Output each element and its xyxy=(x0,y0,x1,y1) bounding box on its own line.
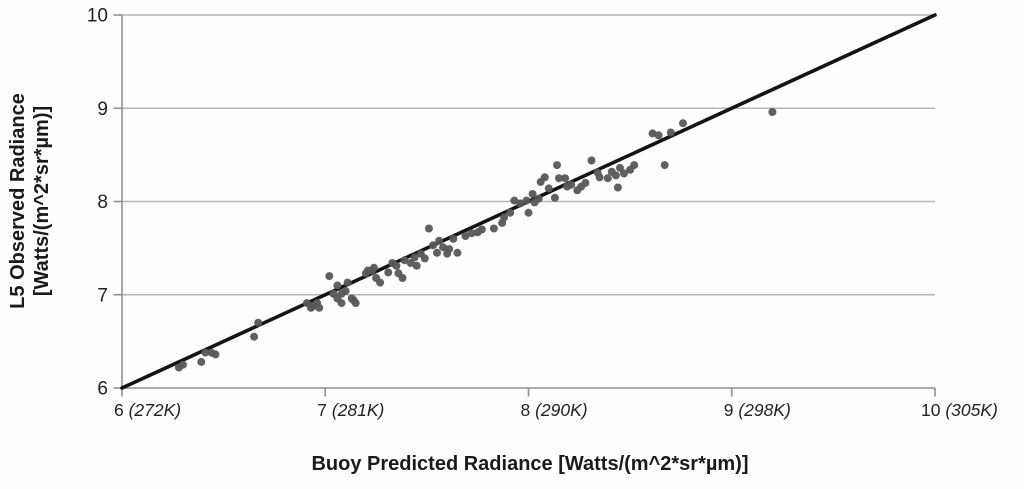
scatter-point xyxy=(544,184,553,193)
scatter-point xyxy=(461,232,470,240)
y-axis-title-line2: [Watts/(m^2*sr*µm)] xyxy=(31,106,53,296)
x-tick-kelvin: (290K) xyxy=(530,400,587,420)
scatter-point xyxy=(211,350,220,359)
scatter-point xyxy=(679,119,687,128)
x-tick-label: 9 (298K) xyxy=(724,400,791,420)
scatter-point xyxy=(254,318,263,327)
scatter-point xyxy=(648,129,657,138)
scatter-point xyxy=(587,156,596,165)
scatter-point xyxy=(561,174,570,183)
x-tick-label: 8 (290K) xyxy=(521,400,588,420)
y-tick-label: 9 xyxy=(97,99,108,120)
scatter-point xyxy=(581,178,590,187)
scatter-point xyxy=(620,169,628,178)
scatter-point xyxy=(398,274,407,282)
y-tick-label: 10 xyxy=(87,6,108,27)
scatter-point xyxy=(376,278,385,287)
x-axis-title: Buoy Predicted Radiance [Watts/(m^2*sr*µ… xyxy=(311,453,748,475)
x-tick-number: 6 xyxy=(114,400,124,420)
scatter-point xyxy=(477,225,486,234)
scatter-point xyxy=(406,259,415,267)
scatter-point xyxy=(630,161,639,170)
y-tick-label: 6 xyxy=(97,379,108,400)
x-tick-kelvin: (272K) xyxy=(124,400,181,420)
scatter-point xyxy=(315,303,324,312)
x-tick-number: 9 xyxy=(724,400,734,420)
scatter-point xyxy=(424,224,433,233)
scatter-point xyxy=(666,128,675,137)
x-tick-label: 10 (305K) xyxy=(921,400,998,420)
scatter-point xyxy=(197,357,206,366)
y-axis-title-line1: L5 Observed Radiance xyxy=(7,93,29,309)
x-tick-kelvin: (281K) xyxy=(327,400,384,420)
scatter-point xyxy=(595,173,604,182)
scatter-point xyxy=(467,229,476,238)
x-tick-kelvin: (305K) xyxy=(940,400,997,420)
gridlines-group xyxy=(122,14,935,296)
scatter-point xyxy=(500,213,509,222)
scatter-point xyxy=(179,360,187,369)
x-tick-kelvin: (298K) xyxy=(733,400,790,420)
scatter-points-group xyxy=(174,108,777,372)
scatter-point xyxy=(489,224,498,233)
scatter-point xyxy=(412,261,421,270)
scatter-point xyxy=(768,108,777,116)
scatter-point xyxy=(392,261,401,270)
scatter-point xyxy=(410,253,419,262)
x-tick-number: 8 xyxy=(521,400,531,420)
scatter-point xyxy=(201,348,210,357)
scatter-point xyxy=(550,193,559,202)
scatter-point xyxy=(553,161,561,170)
scatter-point xyxy=(429,241,437,250)
scatter-point xyxy=(510,196,519,205)
scatter-point xyxy=(449,234,458,243)
scatter-point xyxy=(534,194,543,203)
y-tick-label: 7 xyxy=(97,285,108,306)
tick-labels-group: 6 7 8 9 10 6 (272K) 7 (281K) 8 (290K) 9 (298K) 10… xyxy=(87,6,998,421)
scatter-point xyxy=(522,196,531,205)
scatter-point xyxy=(540,173,549,182)
scatter-point xyxy=(528,190,537,198)
x-tick-label: 7 (281K) xyxy=(317,400,384,420)
scatter-point xyxy=(524,208,533,217)
scatter-point xyxy=(453,248,462,257)
scatter-point xyxy=(400,256,409,265)
scatter-point xyxy=(439,243,448,252)
scatter-point xyxy=(555,174,563,183)
scatter-point xyxy=(445,245,454,254)
scatter-point xyxy=(384,268,393,277)
scatter-point xyxy=(343,278,352,287)
x-tick-number: 10 xyxy=(921,400,941,420)
scatter-point xyxy=(660,161,669,170)
scatter-point xyxy=(337,299,346,308)
scatter-point xyxy=(616,163,624,172)
x-tick-number: 7 xyxy=(317,400,327,420)
x-tick-label: 6 (272K) xyxy=(114,400,181,420)
scatter-point xyxy=(567,180,576,189)
scatter-point xyxy=(654,131,663,140)
scatter-point xyxy=(603,174,612,183)
scatter-point xyxy=(351,299,360,308)
axes-group xyxy=(113,14,936,397)
scatter-point xyxy=(506,208,515,217)
scatter-point xyxy=(516,199,525,208)
scatter-point xyxy=(333,281,342,290)
scatter-point xyxy=(435,236,444,245)
scatter-point xyxy=(613,183,622,192)
scatter-point xyxy=(325,272,334,281)
scatter-point xyxy=(341,287,350,295)
scatter-point xyxy=(420,254,429,263)
scatter-point xyxy=(433,248,441,257)
scatter-point xyxy=(611,171,620,180)
scatter-point xyxy=(250,332,259,341)
scatter-point xyxy=(370,263,378,272)
y-tick-label: 8 xyxy=(97,192,108,213)
